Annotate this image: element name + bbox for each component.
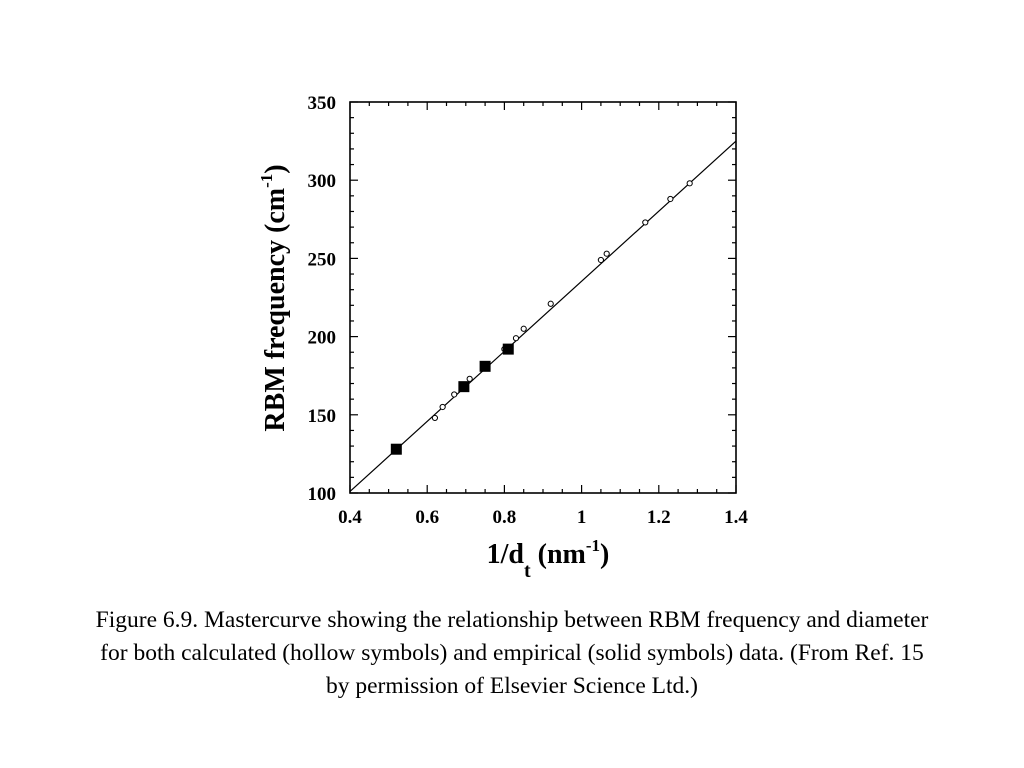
fit-line bbox=[349, 140, 737, 492]
solid-point bbox=[502, 343, 514, 355]
x-tick-label: 0.6 bbox=[415, 507, 439, 528]
x-tick-label: 1 bbox=[577, 507, 587, 528]
x-tick-label: 1.2 bbox=[647, 507, 671, 528]
hollow-point bbox=[466, 375, 473, 382]
hollow-point bbox=[451, 391, 458, 398]
hollow-point bbox=[667, 195, 674, 203]
y-tick-label: 100 bbox=[308, 484, 337, 505]
y-tick-label: 250 bbox=[308, 249, 337, 270]
hollow-point bbox=[520, 325, 527, 332]
hollow-point bbox=[547, 300, 554, 307]
hollow-point bbox=[603, 250, 610, 257]
y-tick-label: 300 bbox=[308, 171, 337, 192]
hollow-point bbox=[512, 335, 520, 342]
solid-point bbox=[458, 381, 470, 393]
y-tick-label: 200 bbox=[308, 328, 337, 349]
solid-point bbox=[479, 360, 491, 372]
x-tick-label: 0.4 bbox=[338, 507, 362, 528]
x-axis-title: 1/dt (nm-1) bbox=[487, 536, 610, 582]
x-tick-label: 0.8 bbox=[493, 507, 517, 528]
solid-point bbox=[390, 443, 402, 455]
figure-caption: Figure 6.9. Mastercurve showing the rela… bbox=[95, 607, 929, 699]
hollow-point bbox=[686, 180, 693, 187]
chart: 0.4 0.6 0.8 1 1.2 1.4 100 150 200 250 300 350 1/dt … bbox=[257, 93, 748, 582]
hollow-point bbox=[597, 256, 605, 264]
hollow-point bbox=[431, 414, 439, 422]
hollow-point bbox=[439, 403, 446, 411]
hollow-point bbox=[642, 219, 649, 226]
y-tick-label: 350 bbox=[308, 93, 337, 114]
y-tick-label: 150 bbox=[308, 406, 337, 427]
x-tick-label: 1.4 bbox=[724, 507, 748, 528]
plot-frame bbox=[349, 101, 737, 494]
y-axis-title: RBM frequency (cm-1) bbox=[257, 164, 291, 431]
